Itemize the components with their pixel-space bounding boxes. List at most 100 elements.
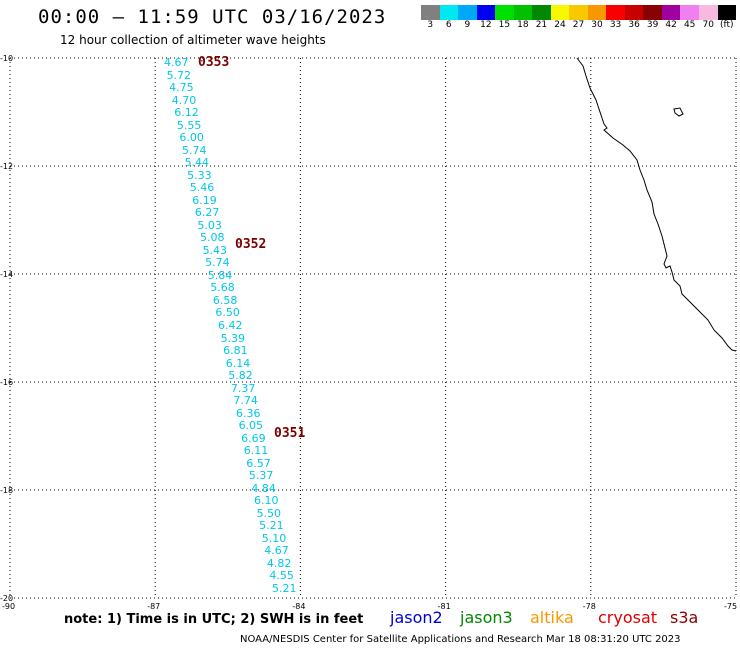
footer-credit: NOAA/NESDIS Center for Satellite Applica… (240, 634, 681, 645)
longitude-label: -75 (724, 602, 738, 611)
latitude-label: -12 (0, 162, 14, 171)
colorbar-label: 3 (427, 20, 434, 30)
swh-value-label: 6.27 (194, 206, 220, 220)
satellite-legend-cryosat: cryosat (598, 608, 658, 627)
latitude-label: -20 (0, 594, 14, 603)
time-tag: 0352 (235, 237, 267, 252)
colorbar-label: 24 (554, 20, 566, 30)
colorbar-labels: 3 6 9 12 15 18 21 24 27 30 33 36 39 42 45 70 (ft) (421, 20, 736, 34)
swh-value-label: 6.00 (179, 131, 204, 145)
time-tag: 0351 (274, 426, 306, 441)
longitude-label: -78 (582, 602, 596, 611)
swh-value-label: 7.74 (233, 394, 258, 408)
graticule-grid (9, 57, 737, 599)
latitude-label: -18 (0, 486, 14, 495)
latitude-label: -16 (0, 378, 14, 387)
swh-value-label: 4.67 (164, 56, 189, 69)
swh-value-label: 4.75 (169, 81, 194, 95)
map-subtitle: 12 hour collection of altimeter wave hei… (60, 33, 326, 47)
swh-value-label: 5.10 (261, 531, 287, 545)
longitude-label: -90 (2, 602, 16, 611)
swh-value-label: 5.21 (259, 519, 284, 533)
colorbar-swatch (606, 5, 625, 20)
swh-value-label: 6.57 (246, 456, 271, 470)
colorbar-label: 36 (628, 20, 640, 30)
colorbar-label: 21 (535, 20, 548, 30)
colorbar-swatch (439, 5, 459, 20)
map-area (9, 57, 737, 599)
swh-value-label: 6.58 (212, 293, 238, 307)
swh-value-label: 6.14 (225, 356, 251, 370)
satellite-legend-jason3: jason3 (460, 608, 513, 627)
map-title: 00:00 – 11:59 UTC 03/16/2023 (38, 6, 387, 28)
colorbar-swatch (495, 5, 514, 20)
swh-value-label: 5.84 (207, 268, 233, 282)
swh-value-label: 6.11 (243, 444, 269, 458)
units-note: note: 1) Time is in UTC; 2) SWH is in fe… (64, 612, 364, 627)
colorbar-label: 39 (646, 20, 659, 30)
swh-colorbar (421, 5, 737, 20)
swh-value-label: 4.70 (171, 93, 197, 107)
swh-value-label: 5.39 (220, 331, 246, 345)
swh-value-label: 5.55 (176, 118, 202, 132)
swh-value-label: 5.82 (228, 369, 253, 383)
swh-value-label: 5.44 (184, 156, 210, 170)
swh-value-label: 4.67 (264, 544, 289, 558)
colorbar-swatch (569, 5, 588, 20)
swh-value-label: 6.81 (223, 344, 248, 358)
swh-value-label: 6.12 (174, 106, 199, 120)
island-outline (673, 107, 684, 117)
swh-value-label: 4.82 (266, 556, 292, 570)
swh-value-label: 6.69 (241, 431, 266, 445)
satellite-legend-s3a: s3a (670, 608, 699, 627)
swh-value-label: 4.55 (269, 569, 294, 583)
swh-value-label: 5.21 (272, 582, 297, 595)
swh-value-label: 6.05 (238, 419, 264, 433)
swh-value-label: 6.19 (192, 193, 217, 207)
colorbar-swatch (661, 5, 681, 20)
swh-value-label: 5.43 (202, 243, 228, 257)
latitude-label: -10 (0, 54, 14, 63)
colorbar-swatch (550, 5, 570, 20)
colorbar-swatch (717, 5, 737, 20)
longitude-label: -87 (147, 602, 161, 611)
satellite-legend-jason2: jason2 (390, 608, 443, 627)
colorbar-label: 12 (480, 20, 492, 30)
time-tag: 0353 (198, 55, 230, 70)
colorbar-label: 30 (591, 20, 603, 30)
colorbar-swatch (513, 5, 533, 20)
colorbar-label: 45 (683, 20, 696, 30)
colorbar-swatch (587, 5, 607, 20)
colorbar-label: 42 (665, 20, 677, 30)
longitude-label: -84 (292, 602, 306, 611)
colorbar-label: 18 (517, 20, 529, 30)
swh-value-label: 6.42 (218, 319, 243, 332)
swh-value-label: 5.74 (182, 143, 207, 157)
longitude-label: -81 (437, 602, 451, 611)
swh-value-label: 5.03 (197, 218, 222, 232)
swh-value-label: 4.84 (251, 481, 276, 495)
swh-value-label: 5.72 (166, 68, 192, 82)
colorbar-label: 9 (464, 20, 471, 30)
colorbar-swatch (532, 5, 551, 20)
swh-value-label: 5.68 (210, 281, 235, 295)
colorbar-swatch (643, 5, 662, 20)
colorbar-label: 33 (609, 20, 622, 30)
colorbar-swatch (476, 5, 496, 20)
satellite-legend-altika: altika (530, 608, 574, 627)
swh-value-label: 5.33 (187, 168, 212, 182)
colorbar-swatch (624, 5, 644, 20)
colorbar-label: (ft) (719, 20, 734, 30)
colorbar-swatch (680, 5, 699, 20)
colorbar-label: 15 (498, 20, 511, 30)
swh-value-label: 5.74 (205, 256, 230, 270)
colorbar-label: 6 (445, 20, 452, 30)
swh-value-label: 6.10 (254, 494, 279, 508)
colorbar-swatch (698, 5, 718, 20)
swh-value-label: 5.08 (200, 231, 225, 245)
colorbar-swatch (458, 5, 477, 20)
swh-value-label: 6.50 (215, 306, 240, 320)
colorbar-label: 70 (702, 20, 714, 30)
latitude-label: -14 (0, 270, 14, 279)
swh-value-label: 5.50 (256, 506, 282, 520)
